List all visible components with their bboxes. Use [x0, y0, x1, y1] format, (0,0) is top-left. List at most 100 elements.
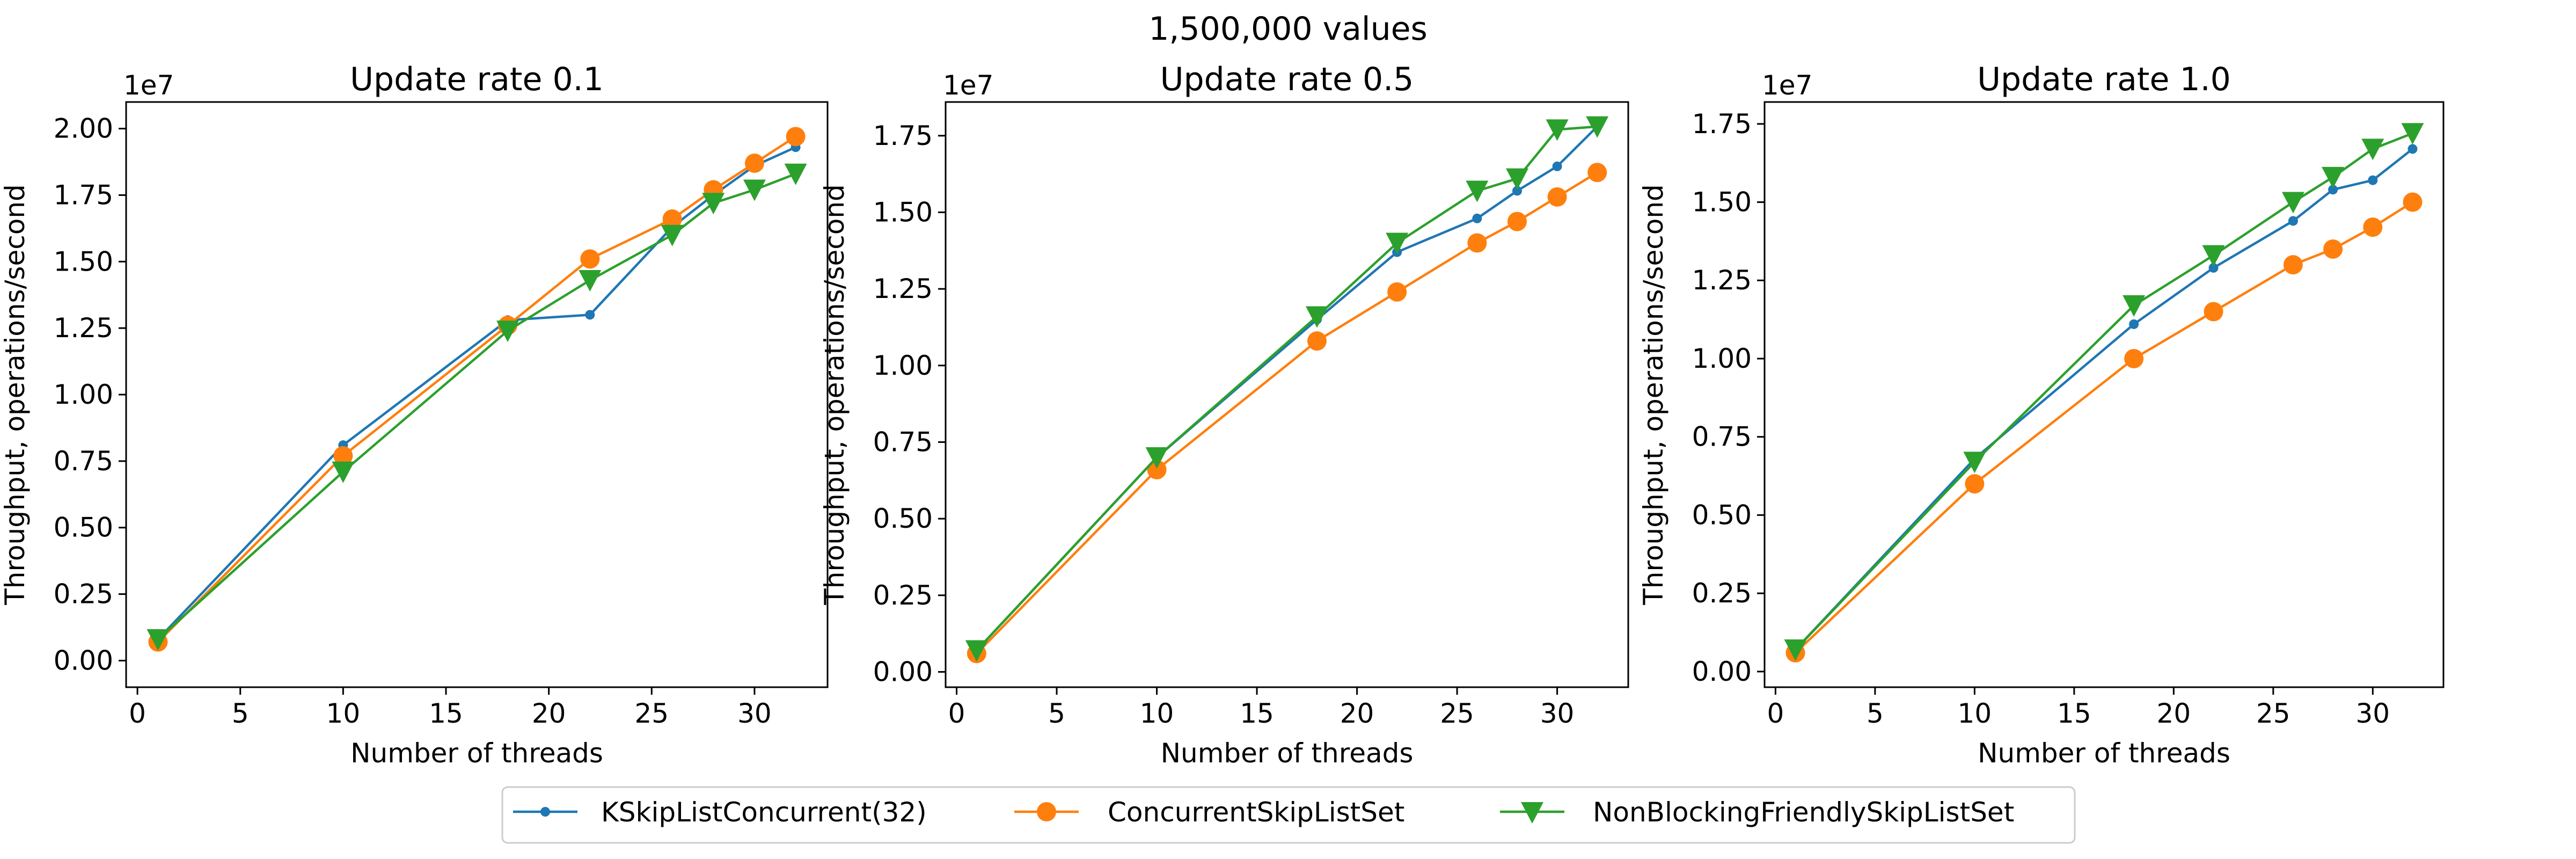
x-tick-label: 5	[232, 698, 249, 729]
data-point-nonblocking	[1784, 639, 1807, 661]
x-tick-label: 15	[429, 698, 463, 729]
data-point-nonblocking	[965, 640, 988, 662]
data-point-kskiplist	[2288, 216, 2298, 226]
data-point-kskiplist	[2407, 144, 2418, 154]
data-point-concurrent	[2124, 348, 2144, 368]
legend-marker-kskiplist	[540, 807, 550, 817]
data-point-kskiplist	[585, 310, 595, 320]
legend-label-concurrent: ConcurrentSkipListSet	[1108, 797, 1404, 828]
y-tick-label: 1.50	[54, 246, 113, 277]
data-point-nonblocking	[784, 163, 807, 185]
data-point-concurrent	[1307, 331, 1327, 351]
x-tick-label: 10	[1140, 698, 1174, 729]
data-point-concurrent	[333, 446, 353, 465]
series-line-nonblocking	[1794, 132, 2414, 651]
data-point-nonblocking	[332, 461, 355, 483]
data-point-nonblocking	[1466, 180, 1489, 202]
series-line-kskiplist	[157, 145, 797, 641]
legend-marker-nonblocking	[1521, 802, 1543, 824]
y-offset-label: 1e7	[1762, 70, 1812, 101]
data-point-nonblocking	[579, 270, 602, 292]
data-point-nonblocking	[1963, 452, 1986, 474]
y-tick-label: 1.00	[1692, 343, 1752, 374]
legend-frame	[501, 786, 2076, 844]
x-tick-label: 30	[1540, 698, 1575, 729]
x-tick-label: 20	[2157, 698, 2191, 729]
data-point-nonblocking	[743, 179, 766, 201]
y-tick-label: 1.75	[54, 179, 113, 210]
data-point-kskiplist	[1512, 186, 1522, 196]
data-point-nonblocking	[1145, 447, 1168, 469]
x-axis-label: Number of threads	[350, 738, 603, 769]
x-tick-label: 0	[129, 698, 146, 729]
plot-frame	[1763, 101, 2445, 688]
y-tick-label: 0.00	[54, 645, 113, 676]
y-tick-label: 1.25	[873, 273, 933, 304]
y-offset-label: 1e7	[123, 70, 174, 101]
data-point-concurrent	[786, 127, 806, 147]
y-tick-label: 0.75	[873, 426, 933, 457]
y-tick-label: 1.00	[873, 350, 933, 381]
series-nonblocking	[147, 163, 807, 651]
data-point-concurrent	[580, 249, 600, 269]
x-tick-label: 0	[1767, 698, 1784, 729]
x-tick-label: 25	[2256, 698, 2290, 729]
data-point-concurrent	[2283, 255, 2303, 275]
data-point-nonblocking	[2361, 139, 2384, 161]
legend: KSkipListConcurrent(32) ConcurrentSkipLi…	[501, 786, 2076, 844]
figure-suptitle: 1,500,000 values	[1148, 10, 1428, 48]
y-tick-label: 0.25	[873, 580, 933, 611]
y-tick-label: 0.25	[54, 579, 113, 610]
data-point-kskiplist	[1552, 161, 1562, 171]
legend-marker-concurrent	[1037, 802, 1056, 821]
x-axis-label: Number of threads	[1161, 738, 1414, 769]
y-tick-label: 0.25	[1692, 578, 1752, 609]
data-point-kskiplist	[2129, 319, 2139, 329]
x-tick-label: 25	[1440, 698, 1474, 729]
legend-entry-concurrent: ConcurrentSkipListSet	[1014, 797, 1404, 828]
x-tick-label: 20	[1340, 698, 1374, 729]
data-point-nonblocking	[2281, 192, 2304, 214]
data-point-kskiplist	[2368, 175, 2378, 185]
data-point-concurrent	[744, 153, 764, 173]
x-tick-label: 30	[2355, 698, 2390, 729]
data-point-nonblocking	[1586, 116, 1609, 138]
data-point-concurrent	[1547, 187, 1567, 207]
data-point-concurrent	[2323, 239, 2343, 259]
legend-entry-kskiplist: KSkipListConcurrent(32)	[513, 797, 927, 828]
y-tick-label: 0.50	[1692, 499, 1752, 530]
legend-label-nonblocking: NonBlockingFriendlySkipListSet	[1593, 797, 2014, 828]
subplot-1: Update rate 0.1 1e7 0 5 10 15 20 25 30 0.00 0.25 0.…	[0, 61, 829, 769]
x-tick-label: 5	[1867, 698, 1884, 729]
subplot-title: Update rate 0.5	[1160, 61, 1414, 98]
subplot-3: Update rate 1.0 1e7 0 5 10 15 20 25 30 0.00 0.25 0.…	[1638, 61, 2445, 769]
x-tick-label: 15	[1240, 698, 1274, 729]
series-nonblocking	[965, 116, 1609, 662]
subplot-title: Update rate 0.1	[350, 61, 604, 98]
x-tick-label: 25	[634, 698, 669, 729]
data-point-concurrent	[2363, 217, 2383, 237]
x-tick-label: 5	[1048, 698, 1065, 729]
subplot-2: Update rate 0.5 1e7 0 5 10 15 20 25 30 0.00 0.25 0.…	[819, 61, 1629, 769]
y-tick-label: 1.75	[873, 120, 933, 151]
data-point-concurrent	[1387, 282, 1407, 302]
subplots-group: Update rate 0.1 1e7 0 5 10 15 20 25 30 0.00 0.25 0.…	[0, 61, 2445, 769]
data-point-nonblocking	[2123, 295, 2146, 317]
data-point-nonblocking	[1305, 306, 1328, 328]
x-tick-label: 20	[532, 698, 566, 729]
y-tick-label: 1.50	[873, 196, 933, 228]
data-point-nonblocking	[2202, 245, 2225, 267]
y-tick-label: 0.00	[1692, 656, 1752, 687]
subplot-title: Update rate 1.0	[1977, 61, 2231, 98]
data-point-nonblocking	[2322, 166, 2345, 188]
data-point-nonblocking	[1505, 168, 1528, 190]
series-nonblocking	[1784, 123, 2424, 661]
plot-frame	[945, 101, 1629, 688]
y-offset-label: 1e7	[943, 70, 993, 101]
data-point-kskiplist	[2208, 263, 2219, 273]
x-tick-label: 10	[1958, 698, 1992, 729]
series-line-nonblocking	[157, 172, 797, 641]
series-concurrent	[1785, 192, 2423, 663]
y-tick-label: 1.00	[54, 379, 113, 410]
